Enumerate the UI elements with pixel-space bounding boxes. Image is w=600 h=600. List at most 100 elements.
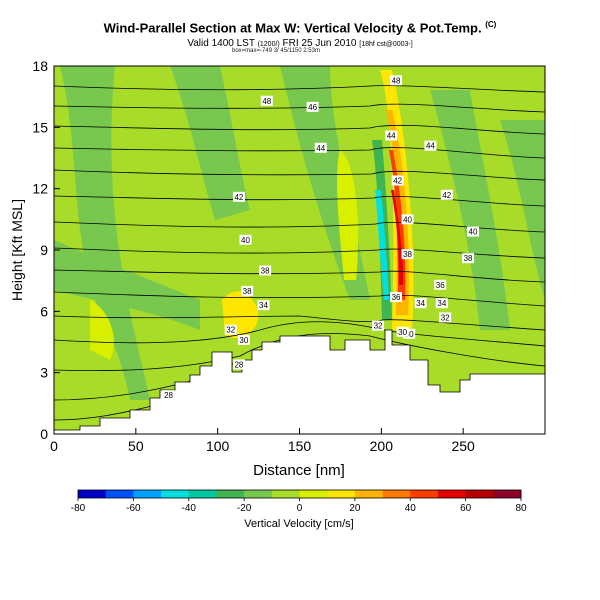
colorbar-swatch	[244, 490, 273, 498]
colorbar-tick-label: 80	[515, 503, 527, 514]
isentrope-line	[54, 333, 545, 372]
isentrope-label: 28	[164, 391, 173, 400]
field-band	[170, 66, 250, 220]
colorbar-swatch	[410, 490, 439, 498]
isentrope-label: 42	[393, 176, 402, 185]
updraft-core	[391, 190, 404, 285]
x-tick-label: 0	[50, 438, 58, 454]
subtitle-valid: Valid 1400 LST	[187, 38, 255, 49]
colorbar-tick-label: -80	[71, 503, 86, 514]
isentrope-label-bg	[440, 189, 453, 200]
isentropes	[54, 85, 545, 421]
isentrope-label: 30	[398, 328, 407, 337]
colorbar-swatch	[133, 490, 162, 498]
isentrope-label-bg	[239, 234, 252, 245]
colorbar-swatch	[493, 490, 522, 498]
isentrope-label: 30	[239, 336, 248, 345]
isentrope-label-bg	[385, 130, 398, 141]
isentrope-label-bg	[372, 320, 385, 331]
colorbar-swatch	[271, 490, 300, 498]
isentrope-label-bg	[257, 300, 270, 311]
x-tick-label: 50	[128, 438, 144, 454]
field-band	[500, 120, 545, 300]
colorbar-swatch	[354, 490, 384, 498]
y-tick-label: 0	[40, 426, 48, 442]
isentrope-labels: 48 46 48 44 44 44 42 42 42 40 40 40 38 38 38 38 36 36 34 34…	[162, 75, 479, 401]
chart-title: Wind-Parallel Section at Max W: Vertical…	[103, 20, 497, 36]
subtitle-forecast: [18hf cst@0003-]	[359, 41, 413, 48]
isentrope-label: 40	[403, 215, 412, 224]
downdraft-core	[375, 190, 389, 300]
title-tag: (C)	[485, 20, 497, 29]
field-band	[60, 66, 150, 400]
isentrope-label-bg	[439, 312, 452, 323]
colorbar-tick-label: -60	[126, 503, 141, 514]
isentrope-label-bg	[401, 249, 414, 260]
isentrope-label: 42	[442, 191, 451, 200]
colorbar-tick-label: 0	[297, 503, 303, 514]
y-axis: 0 3 6 9 12 15 18	[32, 58, 60, 442]
colorbar-swatch	[299, 490, 328, 498]
field-band	[54, 240, 200, 330]
isentrope-label-bg	[401, 214, 414, 225]
y-tick-label: 15	[32, 119, 48, 135]
isentrope-label: 44	[316, 144, 325, 153]
colorbar: -80 -60 -40 -20 0 20 40 60 80	[71, 489, 527, 514]
colorbar-tick-label: 20	[349, 503, 361, 514]
isentrope-line	[54, 85, 545, 93]
subtitle-date: FRI 25 Jun 2010	[282, 38, 357, 49]
isentrope-label-bg	[403, 328, 416, 339]
y-tick-label: 18	[32, 58, 48, 74]
isentrope-label-bg	[396, 326, 409, 337]
chart-subtitle: Valid 1400 LST (1200/) FRI 25 Jun 2010 […	[0, 38, 600, 49]
isentrope-line	[54, 195, 545, 207]
y-tick-label: 6	[40, 303, 48, 319]
isentrope-label-bg	[462, 253, 475, 264]
colorbar-swatch	[382, 490, 411, 498]
isentrope-label: 42	[234, 193, 243, 202]
field-patch	[90, 300, 114, 360]
isentrope-label-bg	[314, 142, 327, 153]
x-axis: 0 50 100 150 200 250	[50, 428, 475, 454]
x-tick-label: 250	[451, 438, 475, 454]
isentrope-line	[54, 103, 545, 113]
isentrope-label-bg	[306, 101, 319, 112]
isentrope-line	[54, 269, 545, 283]
isentrope-label-bg	[162, 390, 175, 401]
isentrope-line	[54, 291, 545, 307]
isentrope-label: 34	[416, 299, 425, 308]
isentrope-label-bg	[259, 265, 272, 276]
isentrope-label: 30	[405, 330, 414, 339]
isentrope-label: 48	[262, 97, 271, 106]
isentrope-label: 32	[226, 326, 235, 335]
field-patch	[337, 150, 359, 280]
isentrope-label: 38	[403, 250, 412, 259]
isentrope-label-bg	[434, 279, 447, 290]
colorbar-swatch	[327, 490, 356, 498]
isentrope-label: 36	[392, 293, 401, 302]
x-axis-label: Distance [nm]	[253, 462, 345, 479]
colorbar-swatch	[78, 490, 107, 498]
isentrope-label-bg	[237, 334, 250, 345]
chart-subtitle-line2: box=max=-749 3/ 45/1150 2:53m	[232, 48, 320, 54]
velocity-field	[54, 66, 545, 434]
isentrope-label: 46	[308, 103, 317, 112]
colorbar-swatch	[161, 490, 190, 498]
colorbar-label: Vertical Velocity [cm/s]	[244, 518, 353, 530]
field-band	[430, 90, 510, 330]
isentrope-label-bg	[466, 226, 479, 237]
isentrope-line	[54, 147, 545, 159]
colorbar-tick-label: 40	[405, 503, 417, 514]
colorbar-swatch	[105, 490, 134, 498]
isentrope-label: 44	[426, 142, 435, 151]
isentrope-label-bg	[390, 292, 403, 303]
isentrope-line	[54, 403, 161, 421]
isentrope-label-bg	[390, 75, 403, 86]
isentrope-label-bg	[260, 95, 273, 106]
y-axis-label: Height [Kft MSL]	[9, 199, 25, 301]
isentrope-label: 28	[234, 360, 243, 369]
isentrope-label: 40	[469, 228, 478, 237]
x-tick-label: 200	[370, 438, 394, 454]
y-tick-label: 9	[40, 242, 48, 258]
